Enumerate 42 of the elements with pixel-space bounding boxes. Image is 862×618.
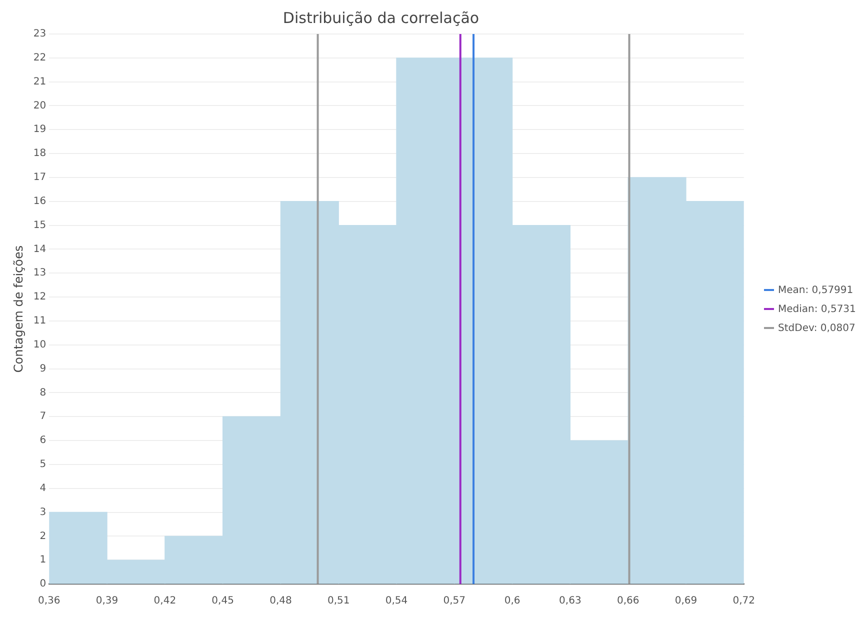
y-tick-label: 22 — [33, 52, 46, 64]
text: StdDev: 0,0807 — [778, 322, 856, 334]
y-axis-title: Contagem de feições — [11, 245, 26, 373]
y-tick-label: 18 — [33, 148, 46, 160]
y-tick-label: 19 — [33, 124, 46, 136]
y-tick-label: 3 — [40, 506, 46, 518]
y-tick-label: 12 — [33, 292, 46, 303]
y-tick-label: 23 — [33, 28, 46, 40]
x-tick-label: 0,48 — [270, 596, 292, 607]
x-tick-label: 0,45 — [212, 596, 234, 607]
y-tick-label: 7 — [40, 411, 46, 422]
y-tick-label: 8 — [40, 387, 46, 398]
x-tick-label: 0,72 — [732, 596, 755, 607]
x-tick-label: 0,51 — [327, 596, 350, 607]
y-tick-label: 14 — [33, 244, 46, 255]
y-tick-label: 10 — [33, 339, 46, 350]
y-tick-label: 6 — [40, 435, 46, 446]
y-tick-label: 13 — [33, 268, 46, 279]
y-tick-label: 0 — [40, 578, 46, 590]
y-tick-label: 21 — [33, 76, 46, 88]
y-tick-label: 2 — [40, 530, 46, 542]
y-tick-label: 15 — [33, 220, 46, 231]
x-tick-label: 0,69 — [674, 596, 698, 607]
y-tick-label: 9 — [40, 363, 46, 374]
x-tick-label: 0,63 — [559, 596, 582, 607]
text: Mean: 0,57991 — [778, 284, 854, 296]
x-tick-label: 0,39 — [96, 596, 118, 607]
y-tick-label: 4 — [40, 482, 46, 494]
y-tick-label: 20 — [33, 100, 46, 112]
text: Median: 0,5731 — [778, 304, 856, 314]
x-tick-label: 0,66 — [616, 596, 640, 607]
y-tick-label: 5 — [40, 459, 46, 470]
y-tick-label: 17 — [33, 172, 46, 184]
x-tick-label: 0,36 — [38, 596, 60, 607]
x-tick-label: 0,57 — [443, 596, 466, 607]
x-tick-label: 0,42 — [154, 596, 176, 607]
y-tick-label: 16 — [33, 196, 46, 207]
y-tick-label: 11 — [33, 316, 46, 327]
x-tick-label: 0,54 — [385, 596, 408, 607]
y-tick-label: 1 — [40, 554, 46, 566]
x-tick-label: 0,6 — [504, 596, 520, 607]
chart-title: Distribuição da correlação — [282, 8, 480, 27]
